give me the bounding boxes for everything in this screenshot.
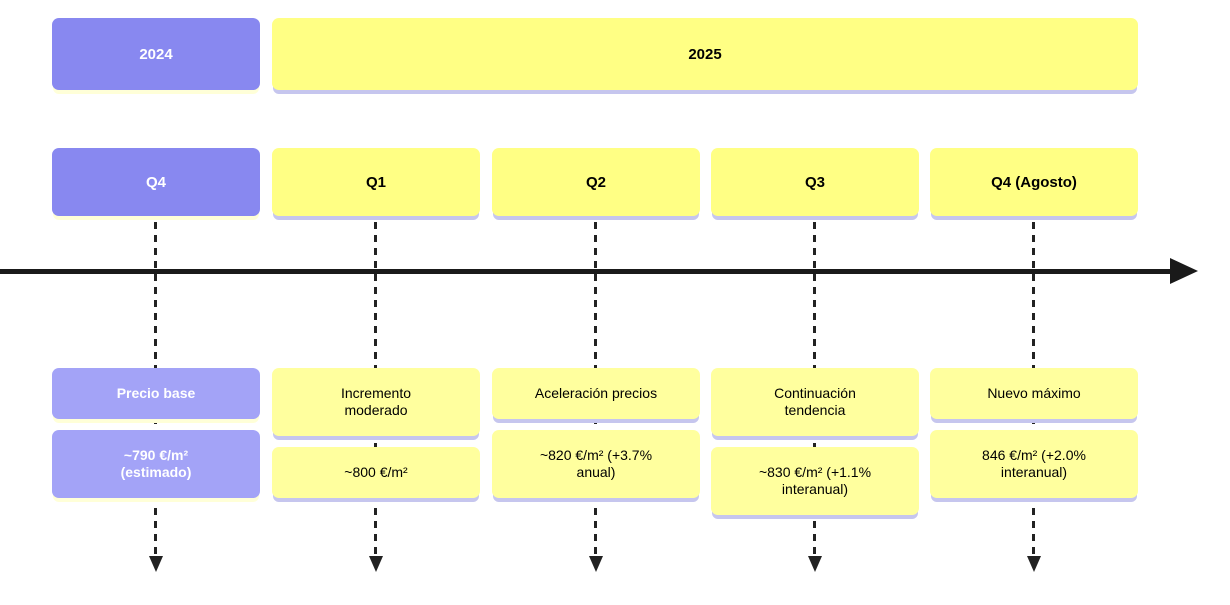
down-arrowhead-icon: [808, 556, 822, 572]
milestone-value-box: ~790 €/m² (estimado): [52, 430, 260, 498]
year-2025-label: 2025: [688, 45, 722, 63]
milestone-title-box: Nuevo máximo: [930, 368, 1138, 419]
timeline-arrowhead-icon: [1170, 258, 1198, 284]
timeline-axis: [0, 269, 1172, 274]
milestone-value-box: 846 €/m² (+2.0% interanual): [930, 430, 1138, 498]
milestone-title-box: Continuación tendencia: [711, 368, 919, 436]
milestone-q3-2025: Continuación tendencia ~830 €/m² (+1.1% …: [711, 368, 919, 515]
quarter-label: Q2: [585, 173, 606, 191]
quarter-label: Q1: [365, 173, 386, 191]
milestone-title-box: Incremento moderado: [272, 368, 480, 436]
milestone-q4-2025: Nuevo máximo 846 €/m² (+2.0% interanual): [930, 368, 1138, 498]
milestone-value-box: ~800 €/m²: [272, 447, 480, 498]
quarter-q2-2025-box: Q2: [492, 148, 700, 216]
quarter-label: Q4 (Agosto): [991, 173, 1077, 191]
quarter-q4-2025-box: Q4 (Agosto): [930, 148, 1138, 216]
year-2024-label: 2024: [139, 45, 173, 63]
quarter-q1-2025-box: Q1: [272, 148, 480, 216]
milestone-title-box: Precio base: [52, 368, 260, 419]
quarter-q3-2025-box: Q3: [711, 148, 919, 216]
down-arrowhead-icon: [369, 556, 383, 572]
down-arrowhead-icon: [589, 556, 603, 572]
down-arrowhead-icon: [149, 556, 163, 572]
down-arrowhead-icon: [1027, 556, 1041, 572]
quarter-label: Q3: [804, 173, 825, 191]
milestone-value-box: ~820 €/m² (+3.7% anual): [492, 430, 700, 498]
quarter-q4-2024-box: Q4: [52, 148, 260, 216]
milestone-q4-2024: Precio base ~790 €/m² (estimado): [52, 368, 260, 498]
year-2025-box: 2025: [272, 18, 1138, 90]
milestone-value-box: ~830 €/m² (+1.1% interanual): [711, 447, 919, 515]
quarter-label: Q4: [145, 173, 166, 191]
milestone-q1-2025: Incremento moderado ~800 €/m²: [272, 368, 480, 498]
milestone-title-box: Aceleración precios: [492, 368, 700, 419]
year-2024-box: 2024: [52, 18, 260, 90]
milestone-q2-2025: Aceleración precios ~820 €/m² (+3.7% anu…: [492, 368, 700, 498]
